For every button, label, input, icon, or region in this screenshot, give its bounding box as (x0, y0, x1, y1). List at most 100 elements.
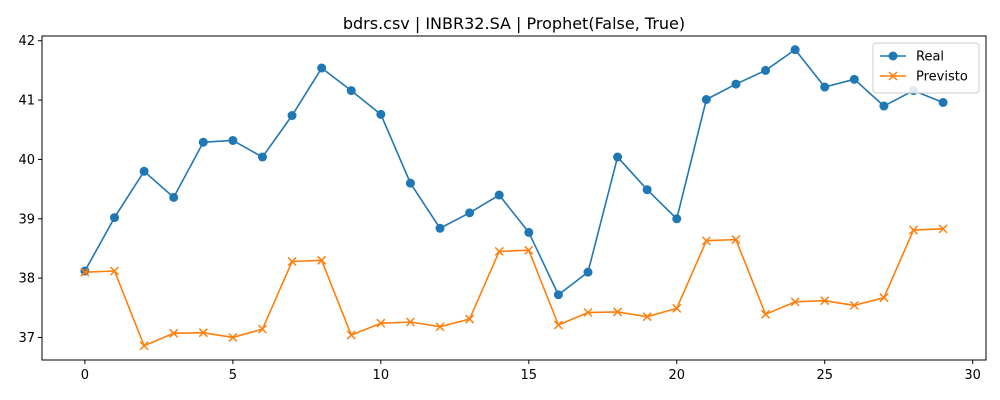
data-point (790, 45, 800, 55)
x-tick-label: 5 (229, 368, 237, 383)
data-point (465, 314, 475, 324)
data-point (849, 74, 859, 84)
data-point (287, 256, 297, 267)
data-point (731, 79, 741, 89)
data-point-stroke (405, 317, 415, 327)
data-point (583, 307, 593, 318)
plot-frame (41, 35, 987, 361)
data-point (228, 332, 238, 342)
data-point (761, 65, 771, 75)
data-point (849, 300, 859, 310)
x-tick-label: 0 (81, 368, 89, 383)
x-tick-label: 20 (668, 368, 685, 383)
data-point (257, 324, 267, 334)
data-point (110, 213, 120, 223)
data-point-stroke (849, 300, 859, 310)
data-point (80, 267, 90, 277)
data-point-stroke (908, 225, 919, 235)
legend-marker (888, 71, 898, 81)
x-tick-label: 25 (816, 368, 833, 383)
data-point (790, 297, 800, 307)
data-point (820, 296, 830, 306)
data-point (257, 152, 267, 162)
data-point (494, 190, 504, 200)
y-tick-label: 38 (18, 272, 35, 287)
data-point (80, 266, 90, 276)
legend-label: Previsto (916, 70, 968, 85)
data-point-stroke (879, 293, 889, 303)
data-point-stroke (80, 267, 90, 277)
data-point-stroke (287, 256, 297, 267)
y-tick-label: 42 (18, 34, 35, 49)
data-point-stroke (435, 322, 445, 332)
data-point (879, 293, 889, 303)
data-point (139, 341, 149, 351)
data-point (524, 245, 534, 255)
data-point (465, 208, 475, 218)
data-point (405, 317, 415, 327)
data-point-stroke (701, 236, 711, 246)
data-point (613, 152, 623, 162)
x-tick-label: 30 (964, 368, 981, 383)
data-point (613, 307, 623, 317)
series-real (80, 45, 948, 300)
data-point (169, 192, 179, 202)
data-point (761, 309, 771, 319)
data-point (583, 267, 593, 277)
data-point-stroke (376, 318, 386, 328)
data-point (435, 223, 445, 233)
data-point (672, 214, 682, 224)
data-point-stroke (257, 324, 267, 334)
data-point-stroke (553, 320, 563, 330)
data-point (553, 290, 563, 300)
data-point (109, 266, 120, 276)
data-point (938, 97, 948, 107)
data-point-stroke (938, 224, 948, 234)
legend-item-previsto: Previsto (880, 70, 968, 85)
data-point-stroke (198, 328, 208, 338)
data-point (642, 185, 652, 195)
data-point-stroke (317, 255, 327, 265)
data-point-stroke (761, 309, 771, 319)
data-point (317, 63, 327, 73)
data-point (435, 322, 445, 332)
chart-title: bdrs.csv | INBR32.SA | Prophet(False, Tr… (343, 14, 685, 33)
data-point-stroke (494, 246, 504, 256)
series-line-real (84, 48, 944, 296)
data-point (376, 109, 386, 119)
legend: Real Previsto (872, 42, 980, 94)
data-point-stroke (465, 314, 475, 324)
data-point-stroke (139, 341, 149, 351)
data-point (287, 111, 297, 121)
data-point-stroke (731, 235, 741, 245)
y-tick-label: 41 (18, 94, 35, 109)
data-point (908, 225, 919, 235)
data-point (198, 328, 208, 338)
x-tick-label: 10 (373, 368, 390, 383)
data-point-stroke (613, 307, 623, 317)
data-point (731, 235, 741, 245)
data-point (701, 236, 711, 246)
data-point (198, 137, 208, 147)
y-tick-label: 37 (18, 331, 35, 346)
data-point (346, 330, 356, 340)
data-point-stroke (228, 332, 238, 342)
data-point (879, 101, 889, 111)
data-point (494, 246, 504, 256)
data-point-stroke (642, 312, 652, 322)
data-point (938, 224, 948, 234)
data-point (405, 178, 415, 188)
data-point (376, 318, 386, 328)
y-tick-label: 40 (18, 153, 35, 168)
data-point-stroke (109, 266, 120, 276)
legend-item-real: Real (880, 50, 944, 65)
data-point (642, 312, 652, 322)
data-point (346, 86, 356, 96)
x-tick-label: 15 (521, 368, 538, 383)
data-point-stroke (346, 330, 356, 340)
legend-label: Real (916, 50, 944, 65)
data-point-stroke (169, 328, 179, 338)
data-point (672, 303, 682, 313)
legend-marker (888, 51, 898, 61)
